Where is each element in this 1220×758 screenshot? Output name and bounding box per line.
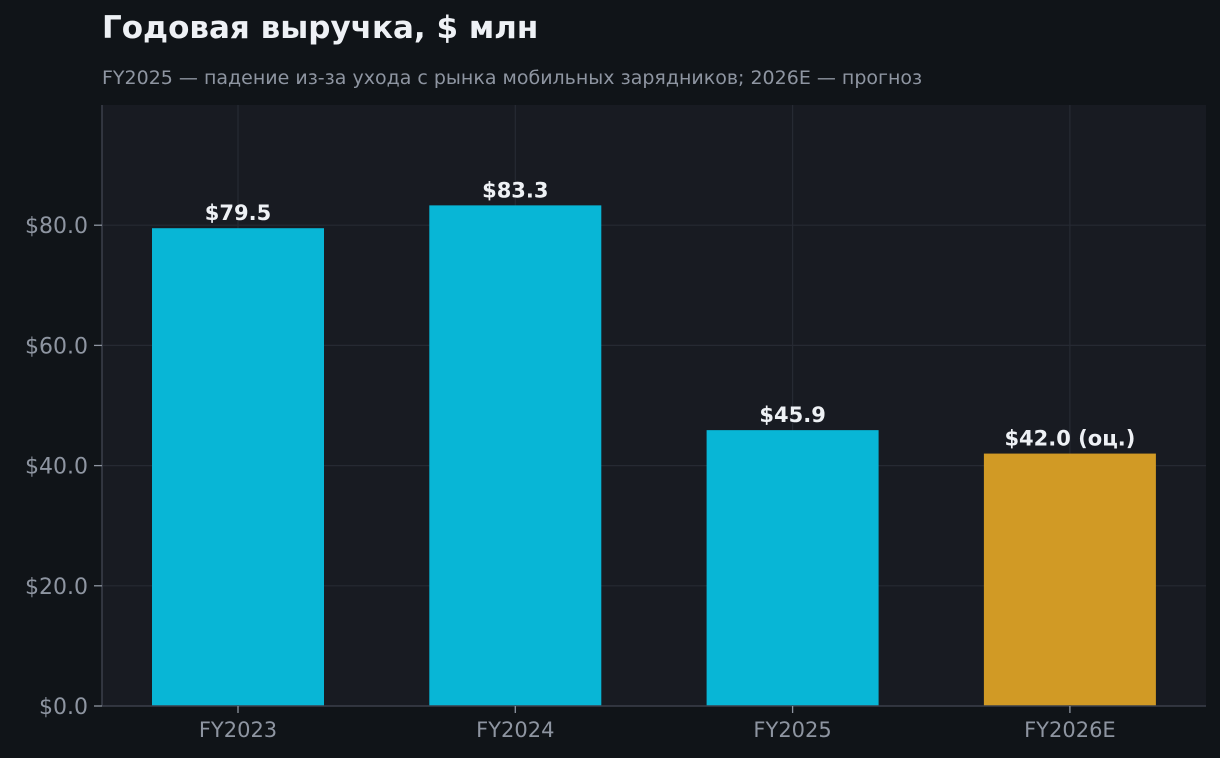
bar-fy2023 [152,228,324,706]
y-tick-label-2: $40.0 [25,455,88,480]
data-label-fy2025: $45.9 [759,403,825,427]
y-tick-label-3: $60.0 [25,334,88,359]
data-label-fy2026e: $42.0 (оц.) [1004,427,1135,451]
tick-labels: $0.0 $20.0 $40.0 $60.0 $80.0 FY2023 FY2024 FY20… [25,214,1116,742]
bar-fy2024 [429,205,602,706]
x-tick-label-fy2023: FY2023 [199,718,277,742]
data-labels: $79.5 $83.3 $45.9 $42.0 (оц.) [205,178,1136,450]
bar-fy2025 [706,430,879,706]
x-tick-label-fy2025: FY2025 [753,718,831,742]
x-tick-label-fy2024: FY2024 [476,718,554,742]
data-label-fy2023: $79.5 [205,201,271,225]
chart-subtitle: FY2025 — падение из-за ухода с рынка моб… [102,67,922,89]
data-label-fy2024: $83.3 [482,178,548,202]
chart-title: Годовая выручка, $ млн [102,10,538,46]
y-tick-label-4: $80.0 [25,214,88,239]
y-tick-label-1: $20.0 [25,575,88,600]
x-tick-label-fy2026e: FY2026E [1024,718,1116,742]
bars [152,205,1156,706]
axes [94,105,1206,713]
bar-fy2026e [983,453,1156,706]
y-tick-label-0: $0.0 [39,695,88,720]
